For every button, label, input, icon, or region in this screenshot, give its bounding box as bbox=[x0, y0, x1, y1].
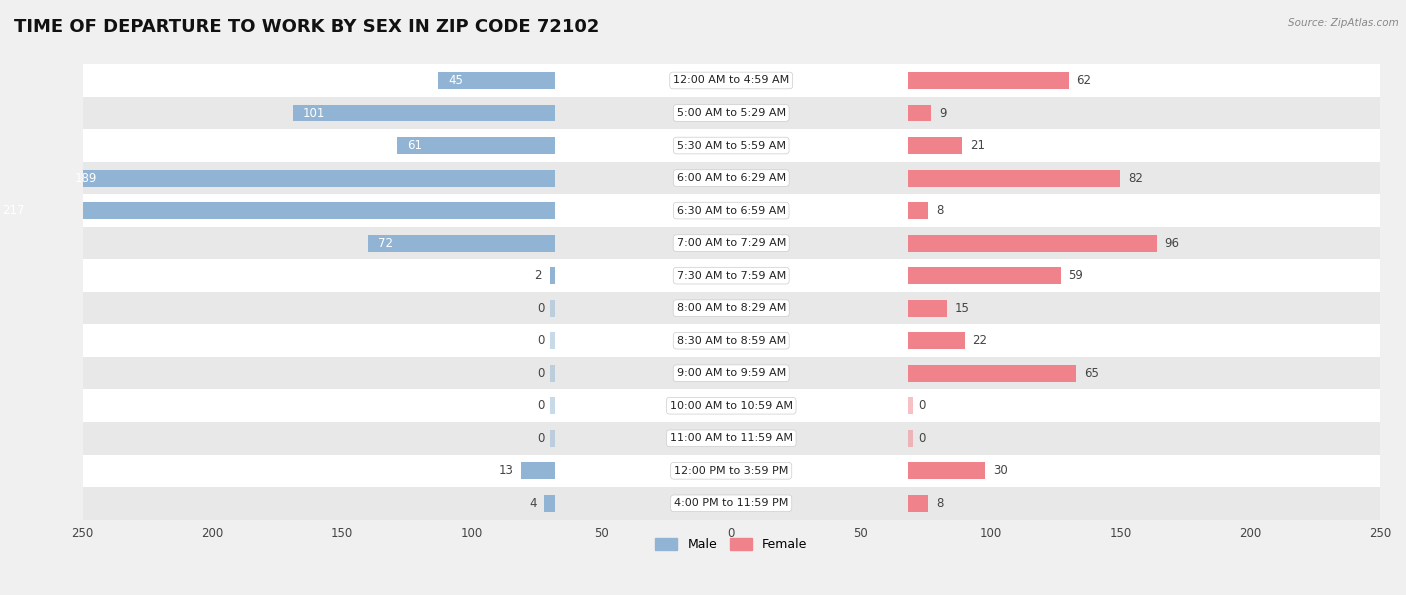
Bar bbox=[550, 300, 555, 317]
Bar bbox=[396, 137, 555, 154]
Text: 0: 0 bbox=[537, 334, 544, 347]
Text: 13: 13 bbox=[498, 464, 513, 477]
Bar bbox=[908, 170, 1121, 186]
Text: 0: 0 bbox=[537, 302, 544, 315]
Bar bbox=[0, 202, 555, 219]
Bar bbox=[908, 202, 928, 219]
Bar bbox=[83, 390, 1379, 422]
Text: 0: 0 bbox=[918, 432, 925, 445]
Text: 45: 45 bbox=[449, 74, 463, 87]
Bar bbox=[908, 495, 928, 512]
Text: 22: 22 bbox=[973, 334, 987, 347]
Text: 9: 9 bbox=[939, 107, 946, 120]
Bar bbox=[292, 105, 555, 121]
Bar bbox=[908, 105, 931, 121]
Bar bbox=[544, 495, 555, 512]
Bar bbox=[83, 487, 1379, 519]
Bar bbox=[83, 227, 1379, 259]
Bar bbox=[908, 137, 962, 154]
Bar bbox=[83, 292, 1379, 324]
Text: Source: ZipAtlas.com: Source: ZipAtlas.com bbox=[1288, 18, 1399, 28]
Text: 96: 96 bbox=[1164, 237, 1180, 250]
Bar bbox=[439, 72, 555, 89]
Text: 6:30 AM to 6:59 AM: 6:30 AM to 6:59 AM bbox=[676, 206, 786, 215]
Bar bbox=[83, 455, 1379, 487]
Bar bbox=[83, 324, 1379, 357]
Text: 12:00 AM to 4:59 AM: 12:00 AM to 4:59 AM bbox=[673, 76, 789, 86]
Bar bbox=[550, 365, 555, 381]
Bar bbox=[368, 234, 555, 252]
Text: 12:00 PM to 3:59 PM: 12:00 PM to 3:59 PM bbox=[673, 466, 789, 476]
Text: 4:00 PM to 11:59 PM: 4:00 PM to 11:59 PM bbox=[673, 499, 789, 508]
Bar bbox=[522, 462, 555, 479]
Bar bbox=[550, 332, 555, 349]
Bar bbox=[83, 357, 1379, 390]
Text: 82: 82 bbox=[1128, 171, 1143, 184]
Text: 8:00 AM to 8:29 AM: 8:00 AM to 8:29 AM bbox=[676, 303, 786, 313]
Bar bbox=[550, 430, 555, 447]
Bar bbox=[65, 170, 555, 186]
Text: 21: 21 bbox=[970, 139, 986, 152]
Bar bbox=[83, 259, 1379, 292]
Text: 0: 0 bbox=[537, 367, 544, 380]
Text: 5:00 AM to 5:29 AM: 5:00 AM to 5:29 AM bbox=[676, 108, 786, 118]
Text: 9:00 AM to 9:59 AM: 9:00 AM to 9:59 AM bbox=[676, 368, 786, 378]
Bar bbox=[908, 462, 986, 479]
Bar bbox=[550, 267, 555, 284]
Text: 0: 0 bbox=[537, 432, 544, 445]
Text: 217: 217 bbox=[3, 204, 25, 217]
Bar bbox=[83, 195, 1379, 227]
Text: 65: 65 bbox=[1084, 367, 1099, 380]
Text: 8: 8 bbox=[936, 497, 943, 510]
Bar bbox=[83, 129, 1379, 162]
Bar bbox=[83, 64, 1379, 97]
Text: 0: 0 bbox=[918, 399, 925, 412]
Bar bbox=[908, 332, 965, 349]
Text: 4: 4 bbox=[529, 497, 537, 510]
Bar bbox=[550, 397, 555, 414]
Text: 72: 72 bbox=[378, 237, 394, 250]
Bar bbox=[83, 97, 1379, 129]
Bar bbox=[83, 422, 1379, 455]
Legend: Male, Female: Male, Female bbox=[650, 533, 813, 556]
Bar bbox=[908, 72, 1069, 89]
Text: TIME OF DEPARTURE TO WORK BY SEX IN ZIP CODE 72102: TIME OF DEPARTURE TO WORK BY SEX IN ZIP … bbox=[14, 18, 599, 36]
Text: 61: 61 bbox=[406, 139, 422, 152]
Bar bbox=[908, 300, 946, 317]
Text: 7:00 AM to 7:29 AM: 7:00 AM to 7:29 AM bbox=[676, 238, 786, 248]
Text: 101: 101 bbox=[304, 107, 325, 120]
Bar bbox=[908, 397, 912, 414]
Bar bbox=[908, 365, 1077, 381]
Text: 59: 59 bbox=[1069, 269, 1084, 282]
Text: 0: 0 bbox=[537, 399, 544, 412]
Text: 7:30 AM to 7:59 AM: 7:30 AM to 7:59 AM bbox=[676, 271, 786, 281]
Text: 6:00 AM to 6:29 AM: 6:00 AM to 6:29 AM bbox=[676, 173, 786, 183]
Text: 62: 62 bbox=[1077, 74, 1091, 87]
Text: 10:00 AM to 10:59 AM: 10:00 AM to 10:59 AM bbox=[669, 401, 793, 411]
Bar bbox=[908, 234, 1157, 252]
Text: 2: 2 bbox=[534, 269, 541, 282]
Text: 189: 189 bbox=[75, 171, 97, 184]
Bar bbox=[908, 267, 1060, 284]
Text: 30: 30 bbox=[993, 464, 1008, 477]
Bar bbox=[83, 162, 1379, 195]
Text: 15: 15 bbox=[955, 302, 969, 315]
Text: 8: 8 bbox=[936, 204, 943, 217]
Text: 5:30 AM to 5:59 AM: 5:30 AM to 5:59 AM bbox=[676, 140, 786, 151]
Bar bbox=[908, 430, 912, 447]
Text: 8:30 AM to 8:59 AM: 8:30 AM to 8:59 AM bbox=[676, 336, 786, 346]
Text: 11:00 AM to 11:59 AM: 11:00 AM to 11:59 AM bbox=[669, 433, 793, 443]
